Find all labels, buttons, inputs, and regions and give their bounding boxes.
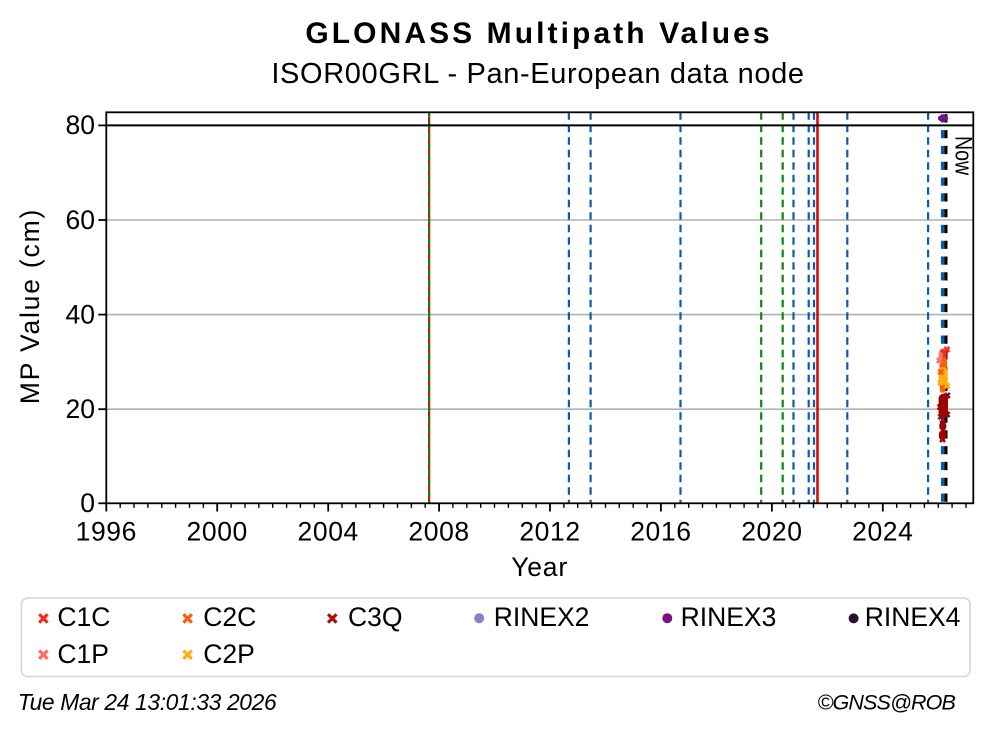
svg-text:C1C: C1C xyxy=(57,602,110,632)
svg-text:2016: 2016 xyxy=(630,517,691,547)
svg-text:2020: 2020 xyxy=(741,517,802,547)
svg-text:1996: 1996 xyxy=(76,517,137,547)
svg-text:C1P: C1P xyxy=(57,639,109,669)
svg-text:C3Q: C3Q xyxy=(348,602,403,632)
svg-text:2004: 2004 xyxy=(298,517,359,547)
svg-text:ISOR00GRL - Pan-European data: ISOR00GRL - Pan-European data node xyxy=(271,58,804,90)
svg-text:RINEX4: RINEX4 xyxy=(865,602,961,632)
svg-text:C2P: C2P xyxy=(203,639,255,669)
svg-text:2000: 2000 xyxy=(187,517,248,547)
svg-text:RINEX3: RINEX3 xyxy=(681,602,777,632)
svg-text:C2C: C2C xyxy=(203,602,256,632)
svg-text:Tue Mar 24 13:01:33 2026: Tue Mar 24 13:01:33 2026 xyxy=(18,689,277,715)
svg-text:0: 0 xyxy=(80,488,95,518)
svg-text:60: 60 xyxy=(66,205,95,235)
svg-text:©GNSS@ROB: ©GNSS@ROB xyxy=(817,691,955,715)
svg-text:2008: 2008 xyxy=(408,517,469,547)
svg-text:2024: 2024 xyxy=(852,517,913,547)
svg-text:RINEX2: RINEX2 xyxy=(494,602,590,632)
svg-text:40: 40 xyxy=(66,299,95,329)
svg-text:GLONASS Multipath Values: GLONASS Multipath Values xyxy=(305,17,772,50)
svg-text:20: 20 xyxy=(66,394,95,424)
svg-text:MP Value (cm): MP Value (cm) xyxy=(15,208,45,404)
svg-text:Year: Year xyxy=(511,552,568,582)
svg-text:2012: 2012 xyxy=(519,517,580,547)
svg-text:80: 80 xyxy=(66,110,95,140)
